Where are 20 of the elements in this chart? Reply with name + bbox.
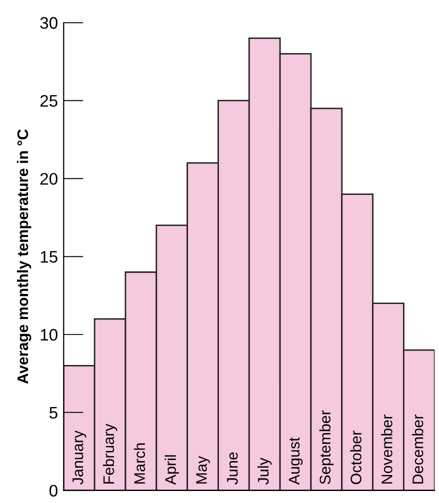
x-tick-label: July: [257, 458, 272, 485]
x-tick-label: May: [196, 456, 210, 484]
x-tick-label: November: [381, 414, 392, 484]
x-tick-label: December: [412, 414, 424, 484]
x-tick-label: October: [350, 430, 362, 484]
y-tick-label: 20: [40, 172, 58, 185]
x-tick-label: April: [164, 455, 179, 485]
y-tick-label: 30: [40, 17, 58, 29]
x-tick-label: June: [227, 452, 238, 485]
x-tick-label: September: [319, 410, 334, 484]
y-axis-title: Average monthly temperature in °C: [16, 129, 32, 384]
y-tick-label: 0: [49, 484, 58, 497]
y-tick-label: 25: [40, 95, 58, 107]
y-tick-label: 15: [40, 251, 58, 263]
x-tick-label: March: [134, 443, 146, 484]
y-tick-label: 10: [40, 328, 58, 341]
y-tick-label: 5: [50, 407, 58, 419]
x-tick-label: August: [288, 437, 303, 485]
x-tick-label: February: [102, 424, 118, 484]
x-tick-label: January: [72, 430, 86, 485]
